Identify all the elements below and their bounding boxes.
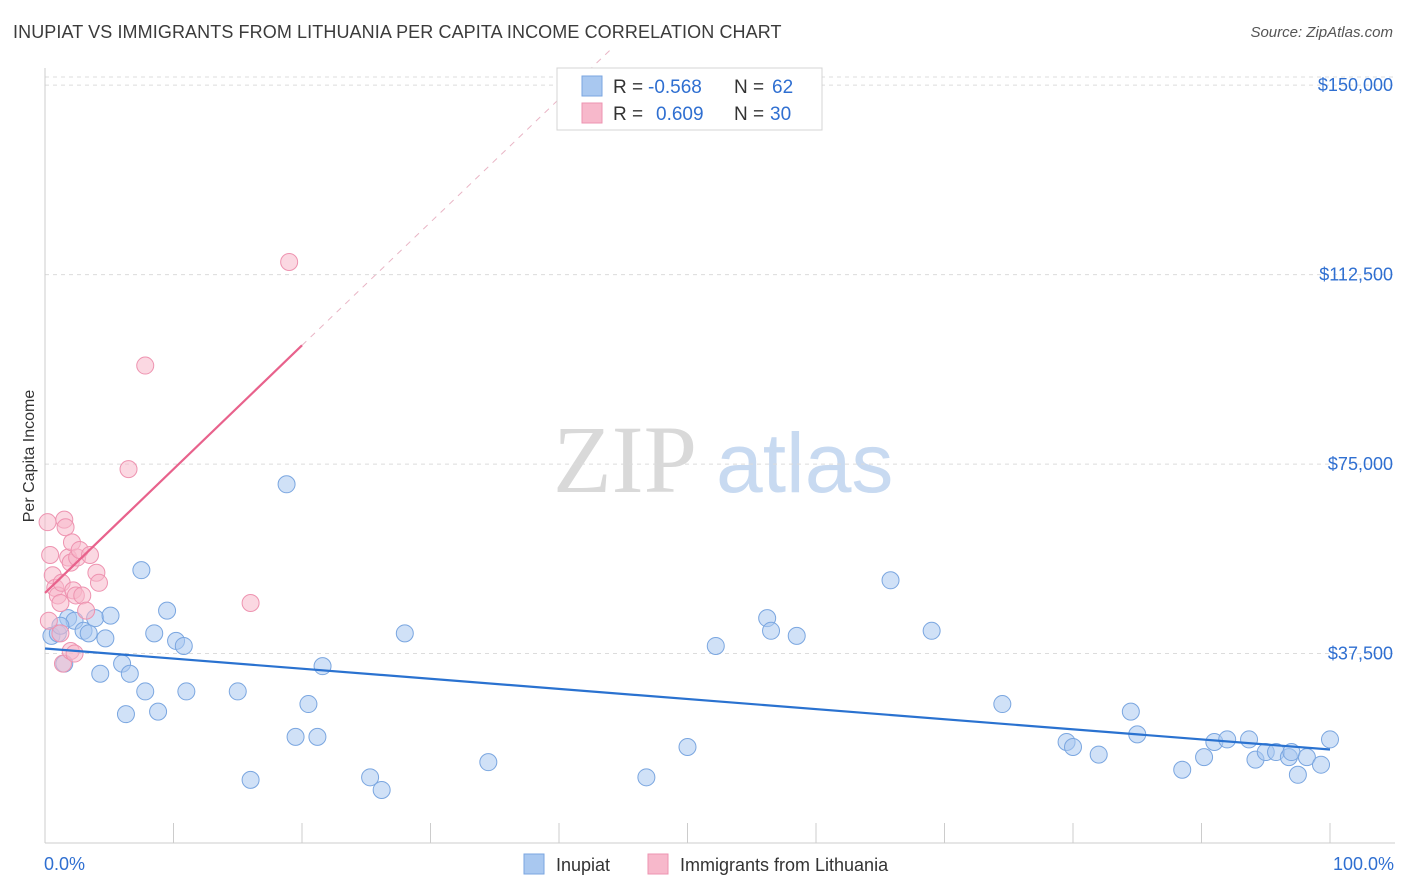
y-tick-label-3: $150,000 xyxy=(1318,75,1393,95)
point-inupiat-37 xyxy=(762,621,781,640)
point-inupiat-24 xyxy=(277,475,296,494)
point-inupiat-23 xyxy=(241,770,260,789)
point-inupiat-14 xyxy=(132,561,151,580)
point-inupiat-20 xyxy=(174,636,193,655)
y-tick-label-0: $37,500 xyxy=(1328,644,1393,664)
point-inupiat-31 xyxy=(395,624,414,643)
legend-n-label-2: N = xyxy=(734,104,764,125)
point-inupiat-34 xyxy=(678,738,697,757)
bottom-legend-label-inupiat: Inupiat xyxy=(556,855,610,875)
x-tick-label-max: 100.0% xyxy=(1333,854,1394,874)
y-axis-label: Per Capita Income xyxy=(21,390,38,523)
bottom-legend-label-lithuania: Immigrants from Lithuania xyxy=(680,855,889,875)
legend-swatch-lithuania xyxy=(581,102,603,124)
point-inupiat-44 xyxy=(1089,745,1108,764)
legend-n-value-1: 62 xyxy=(772,77,793,98)
legend-n-label-1: N = xyxy=(734,77,764,98)
legend-r-value-1: -0.568 xyxy=(648,77,702,98)
x-tick-label-min: 0.0% xyxy=(44,854,85,874)
point-inupiat-51 xyxy=(1240,730,1259,749)
point-inupiat-21 xyxy=(177,682,196,701)
point-inupiat-32 xyxy=(479,753,498,772)
point-lithuania-17 xyxy=(77,601,96,620)
point-inupiat-60 xyxy=(1321,730,1339,749)
bottom-legend-swatch-inupiat xyxy=(523,853,545,875)
point-inupiat-39 xyxy=(881,571,900,590)
y-tick-label-1: $75,000 xyxy=(1328,454,1393,474)
point-inupiat-12 xyxy=(116,705,135,724)
point-lithuania-1 xyxy=(41,546,60,565)
point-lithuania-24 xyxy=(65,644,84,663)
legend-r-label-2: R = xyxy=(613,104,643,125)
point-inupiat-27 xyxy=(308,727,327,746)
point-inupiat-28 xyxy=(313,657,332,676)
point-inupiat-41 xyxy=(993,695,1012,714)
trend-line-lithuania xyxy=(44,344,303,594)
point-inupiat-22 xyxy=(228,682,247,701)
point-inupiat-30 xyxy=(372,780,391,799)
bottom-legend-swatch-lithuania xyxy=(647,853,669,875)
legend-swatch-inupiat xyxy=(581,75,603,97)
legend-r-label-1: R = xyxy=(613,77,643,98)
point-lithuania-26 xyxy=(119,460,138,479)
watermark-atlas: atlas xyxy=(716,416,893,510)
point-lithuania-8 xyxy=(56,518,75,537)
point-lithuania-0 xyxy=(38,513,57,532)
gridlines xyxy=(45,76,1395,655)
point-inupiat-25 xyxy=(286,727,305,746)
watermark-zip: ZIP xyxy=(553,406,697,513)
point-inupiat-50 xyxy=(1218,730,1237,749)
point-lithuania-16 xyxy=(73,586,92,605)
point-lithuania-20 xyxy=(39,611,58,630)
point-inupiat-9 xyxy=(96,629,115,648)
point-inupiat-8 xyxy=(91,664,110,683)
point-inupiat-57 xyxy=(1288,765,1307,784)
point-lithuania-18 xyxy=(80,546,99,565)
point-inupiat-18 xyxy=(158,601,177,620)
point-lithuania-5 xyxy=(51,594,70,613)
point-inupiat-45 xyxy=(1121,702,1140,721)
point-lithuania-21 xyxy=(51,624,70,643)
data-points xyxy=(38,252,1339,799)
trend-line-inupiat xyxy=(44,647,1331,751)
point-inupiat-47 xyxy=(1173,760,1192,779)
legend-n-value-2: 30 xyxy=(770,104,791,125)
point-inupiat-6 xyxy=(79,624,98,643)
point-inupiat-59 xyxy=(1312,755,1331,774)
legend: R = -0.568 N = 62 R = 0.609 N = 30 xyxy=(556,67,823,131)
point-lithuania-25 xyxy=(89,573,108,592)
point-inupiat-26 xyxy=(299,695,318,714)
point-inupiat-43 xyxy=(1064,738,1082,757)
point-inupiat-38 xyxy=(787,626,806,645)
point-inupiat-15 xyxy=(136,682,155,701)
point-inupiat-10 xyxy=(101,606,120,625)
point-inupiat-17 xyxy=(149,702,168,721)
point-inupiat-35 xyxy=(706,636,725,655)
point-inupiat-40 xyxy=(922,621,941,640)
point-lithuania-29 xyxy=(280,252,299,271)
point-inupiat-13 xyxy=(120,664,139,683)
bottom-legend: Inupiat Immigrants from Lithuania xyxy=(523,853,889,875)
chart-title: INUPIAT VS IMMIGRANTS FROM LITHUANIA PER… xyxy=(13,22,782,42)
point-inupiat-29 xyxy=(361,768,380,787)
point-lithuania-27 xyxy=(241,594,260,613)
legend-r-value-2: 0.609 xyxy=(656,104,704,125)
point-inupiat-48 xyxy=(1195,748,1214,767)
y-tick-labels: $37,500 $75,000 $112,500 $150,000 xyxy=(1318,75,1393,663)
axes xyxy=(44,68,1395,844)
y-tick-label-2: $112,500 xyxy=(1319,265,1393,285)
source-label: Source: ZipAtlas.com xyxy=(1250,24,1393,41)
point-inupiat-33 xyxy=(637,768,656,787)
point-lithuania-28 xyxy=(136,356,155,375)
point-inupiat-16 xyxy=(145,624,164,643)
